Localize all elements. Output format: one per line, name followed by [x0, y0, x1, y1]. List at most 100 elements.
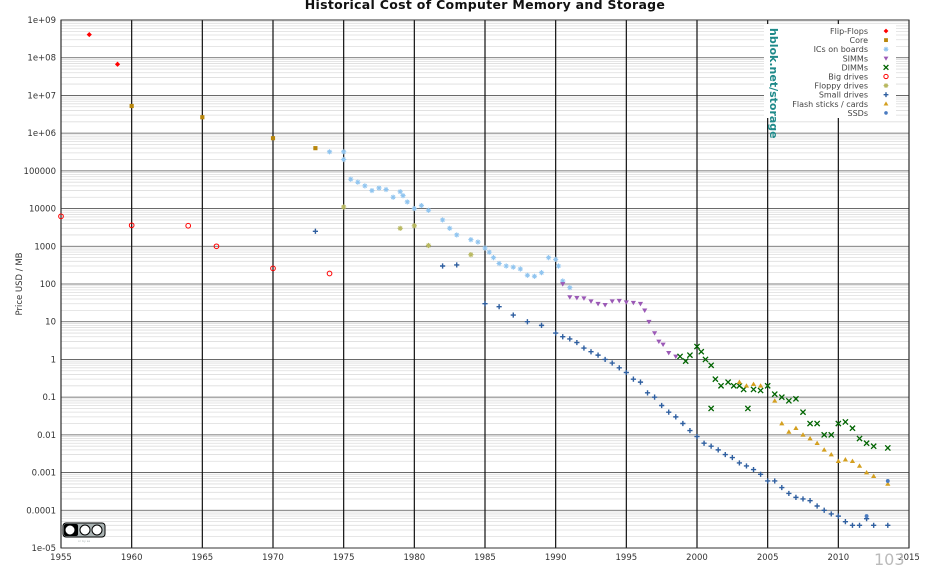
y-tick-label: 100: [40, 280, 56, 290]
plot-frame: [60, 19, 910, 549]
sa-icon: [91, 524, 103, 536]
data-point-ssds: [864, 514, 869, 519]
data-point-flash-sticks-cards: [871, 473, 877, 479]
x-tick-label: 2005: [757, 553, 779, 563]
data-point-floppy-drives: [411, 223, 417, 229]
data-point-ics-on-boards: [560, 278, 566, 284]
data-point-dimms: [725, 379, 732, 386]
legend-label: Big drives: [828, 73, 868, 82]
data-point-small-drives: [807, 498, 813, 504]
data-point-small-drives: [602, 356, 608, 363]
data-point-flash-sticks-cards: [821, 447, 827, 452]
y-axis-label: Price USD / MB: [15, 252, 25, 315]
x-tick-label: 1970: [262, 553, 284, 563]
license-badge: cc by sa: [62, 522, 106, 543]
data-point-small-drives: [779, 484, 785, 491]
data-point-small-drives: [652, 394, 658, 400]
x-tick-label: 2000: [686, 553, 708, 563]
legend-marker: [883, 101, 889, 106]
data-point-flash-sticks-cards: [828, 451, 834, 457]
y-tick-label: 0.1: [42, 393, 56, 403]
data-point-dimms: [730, 382, 737, 389]
data-point-small-drives: [835, 513, 841, 519]
data-point-small-drives: [715, 447, 721, 453]
data-point-ics-on-boards: [517, 266, 523, 272]
legend-label: Flash sticks / cards: [792, 100, 868, 109]
y-tick-label: 1e+07: [27, 91, 56, 101]
legend-marker: [883, 46, 889, 52]
data-point-small-drives: [482, 301, 488, 307]
data-point-simms: [574, 296, 580, 301]
data-point-ics-on-boards: [524, 272, 530, 278]
data-point-ics-on-boards: [326, 149, 333, 155]
data-point-ssds: [885, 478, 890, 483]
data-point-ics-on-boards: [348, 176, 354, 182]
y-tick-label: 1e-05: [31, 544, 56, 554]
x-tick-label: 2015: [898, 553, 920, 563]
data-point-flash-sticks-cards: [800, 432, 806, 437]
y-tick-label: 100000: [24, 167, 56, 177]
data-point-dimms: [814, 420, 821, 427]
y-tick-label: 0.01: [37, 431, 56, 441]
data-point-small-drives: [312, 228, 318, 234]
data-point-ics-on-boards: [468, 237, 474, 243]
data-point-ics-on-boards: [496, 260, 502, 267]
data-point-simms: [560, 282, 566, 287]
data-point-dimms: [686, 352, 693, 359]
data-point-flash-sticks-cards: [885, 481, 891, 486]
data-point-ics-on-boards: [341, 156, 347, 163]
data-point-small-drives: [574, 339, 580, 346]
data-point-simms: [656, 339, 662, 345]
y-tick-label: 1000: [34, 242, 56, 252]
data-point-dimms: [799, 409, 807, 416]
data-point-small-drives: [440, 263, 446, 269]
x-tick-label: 1995: [616, 553, 638, 563]
legend-label: SIMMs: [843, 54, 868, 63]
data-point-small-drives: [538, 322, 545, 328]
data-point-small-drives: [821, 507, 827, 513]
y-tick-labels: 1e-05 0.0001 0.001 0.01 0.1 1 10 100 1000 10000 10…: [24, 16, 56, 554]
data-point-ics-on-boards: [418, 202, 424, 209]
legend-label: Floppy drives: [814, 82, 868, 91]
data-point-ics-on-boards: [397, 189, 403, 195]
legend-label: DIMMs: [842, 63, 869, 72]
legend-marker: [884, 111, 888, 115]
data-point-dimms: [740, 386, 747, 393]
data-point-flash-sticks-cards: [786, 429, 792, 434]
data-point-ics-on-boards: [362, 183, 368, 189]
y-tick-label: 1e+06: [27, 129, 56, 139]
data-point-flash-sticks-cards: [807, 435, 813, 441]
legend-label: SSDs: [848, 109, 868, 118]
data-point-dimms: [870, 443, 877, 450]
data-point-ics-on-boards: [440, 217, 446, 223]
data-point-small-drives: [701, 440, 707, 446]
legend-marker: [883, 83, 889, 88]
data-point-small-drives: [595, 352, 601, 358]
data-point-flash-sticks-cards: [750, 381, 757, 387]
data-point-small-drives: [758, 471, 764, 477]
data-point-small-drives: [581, 345, 587, 351]
data-point-small-drives: [743, 463, 750, 469]
legend-background: [764, 24, 896, 118]
watermark: hblok.net/storage: [767, 28, 780, 139]
data-point-flash-sticks-cards: [835, 458, 841, 464]
data-point-core: [313, 146, 318, 151]
data-point-dimms: [676, 353, 684, 360]
legend-marker: [884, 38, 888, 43]
data-point-big-drives: [270, 265, 276, 272]
chart-title: Historical Cost of Computer Memory and S…: [305, 0, 665, 12]
data-point-simms: [595, 301, 601, 307]
data-point-simms: [609, 299, 615, 304]
page-number: 103: [874, 550, 905, 569]
data-point-small-drives: [524, 319, 530, 325]
data-point-ics-on-boards: [454, 232, 460, 238]
data-point-small-drives: [616, 365, 622, 371]
data-point-big-drives: [58, 213, 64, 220]
legend-label: Flip-Flops: [830, 27, 868, 36]
data-point-ics-on-boards: [411, 205, 417, 212]
data-point-ics-on-boards: [553, 256, 559, 262]
data-point-flip-flops: [114, 61, 121, 67]
data-point-small-drives: [814, 503, 820, 509]
